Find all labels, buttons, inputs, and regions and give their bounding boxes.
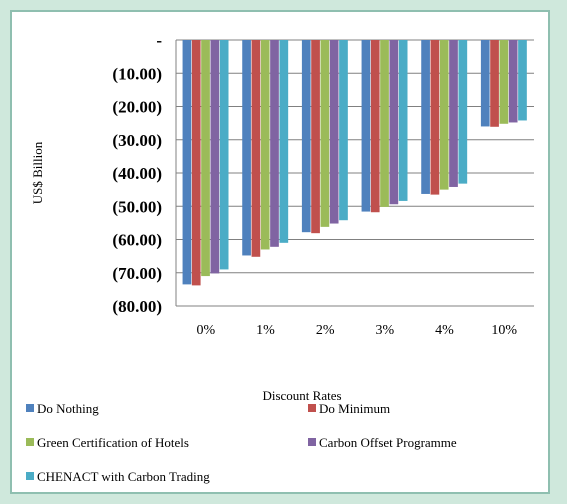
bar [260, 40, 270, 250]
y-tick-label: (10.00) [112, 64, 162, 83]
legend-swatch [26, 472, 34, 480]
x-tick-label: 1% [256, 323, 275, 338]
bar [430, 40, 440, 195]
y-tick-label: (40.00) [112, 164, 162, 183]
y-tick-label: (30.00) [112, 131, 162, 150]
legend-swatch [26, 404, 34, 412]
bar [270, 40, 279, 247]
gridlines [176, 39, 534, 307]
x-tick-label: 0% [196, 323, 215, 338]
bar [320, 40, 330, 227]
legend-label: Carbon Offset Programme [319, 435, 457, 450]
bar [490, 40, 499, 127]
bar [339, 40, 348, 221]
legend-swatch [308, 404, 316, 412]
x-axis: 0% 1% 2% 3% 4% 10% [196, 323, 517, 338]
legend-label: CHENACT with Carbon Trading [37, 469, 210, 484]
legend-label: Do Nothing [37, 401, 99, 416]
bars [182, 40, 527, 286]
x-tick-label: 4% [435, 323, 454, 338]
y-axis-title: US$ Billion [30, 141, 45, 204]
bar [389, 40, 399, 205]
bar [251, 40, 261, 257]
bar [458, 40, 468, 184]
bar [421, 40, 430, 194]
legend-swatch [308, 438, 316, 446]
x-tick-label: 2% [316, 323, 335, 338]
bar [439, 40, 449, 190]
x-axis-title: Discount Rates [262, 388, 341, 403]
legend: Do Nothing Do Minimum Green Certification … [26, 401, 457, 484]
bar [329, 40, 339, 224]
x-tick-label: 3% [375, 323, 394, 338]
bar [311, 40, 320, 234]
bar [219, 40, 229, 270]
bar [210, 40, 220, 274]
y-tick-label: (80.00) [112, 297, 162, 316]
bar [182, 40, 192, 285]
bar [370, 40, 380, 213]
bar [361, 40, 371, 212]
chart-frame: - (10.00) (20.00) (30.00) (40.00) (50.00) (60.… [10, 10, 550, 494]
bar [201, 40, 210, 277]
y-tick-label: (20.00) [112, 98, 162, 117]
bar [380, 40, 389, 207]
y-tick-label: (50.00) [112, 197, 162, 216]
bar [499, 40, 509, 124]
y-tick-label: (60.00) [112, 231, 162, 250]
bar [242, 40, 251, 256]
legend-label: Green Certification of Hotels [37, 435, 189, 450]
bar [518, 40, 527, 121]
bar [191, 40, 201, 286]
legend-label: Do Minimum [319, 401, 390, 416]
bar [480, 40, 490, 127]
bar-chart: - (10.00) (20.00) (30.00) (40.00) (50.00) (60.… [26, 31, 534, 484]
bar [398, 40, 408, 201]
bar [449, 40, 458, 187]
bar [301, 40, 311, 233]
y-tick-label: - [156, 31, 162, 50]
y-axis: - (10.00) (20.00) (30.00) (40.00) (50.00) (60.… [112, 31, 177, 316]
bar [279, 40, 289, 243]
bar [508, 40, 518, 123]
y-tick-label: (70.00) [112, 264, 162, 283]
x-tick-label: 10% [491, 323, 517, 338]
legend-swatch [26, 438, 34, 446]
